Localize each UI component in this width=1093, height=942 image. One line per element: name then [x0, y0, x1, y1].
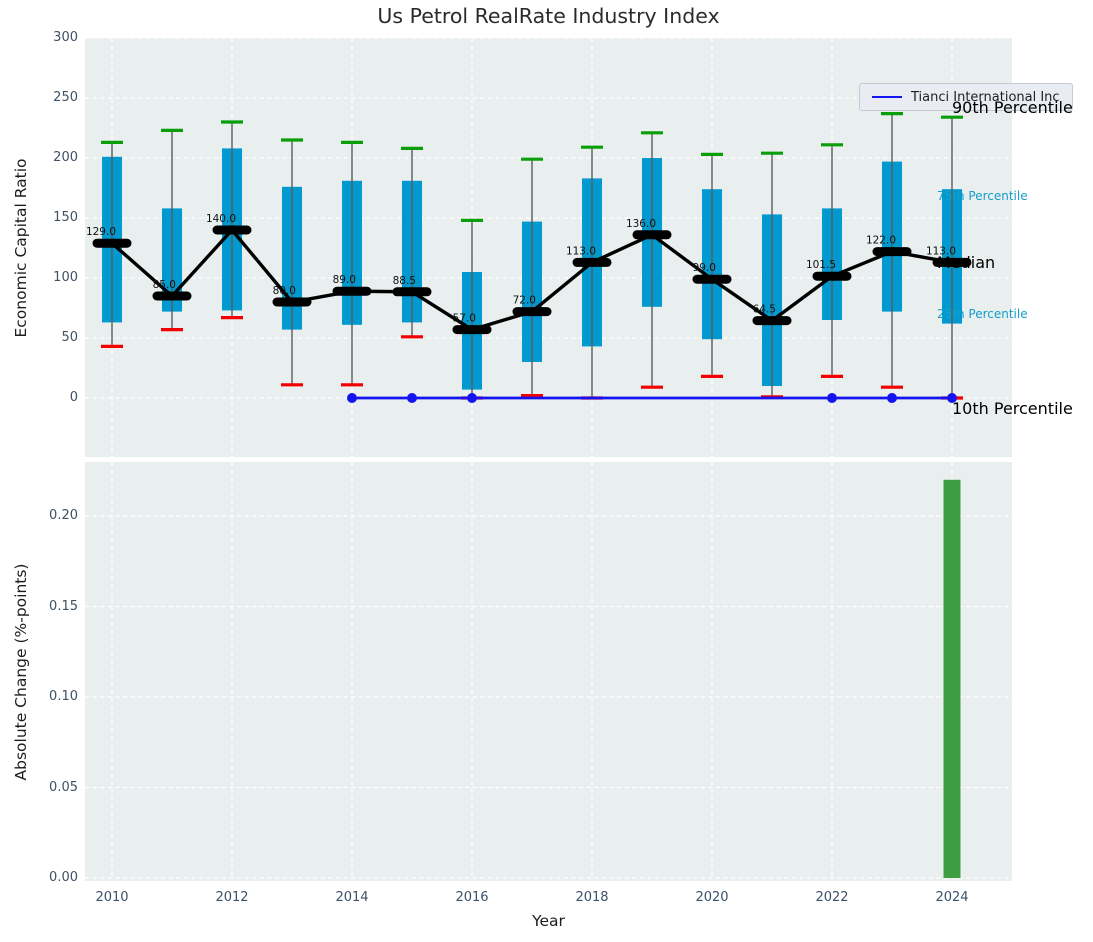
bottom-panel-svg	[85, 462, 1012, 881]
median-value-label: 129.0	[86, 226, 116, 238]
median-value-label: 64.5	[753, 304, 776, 316]
bottom-y-tick-label: 0.00	[49, 870, 78, 885]
top-y-tick-label: 250	[53, 90, 78, 105]
x-tick-label: 2018	[575, 890, 609, 905]
company-line-marker	[407, 393, 417, 403]
candle-2022	[821, 143, 843, 378]
median-value-label: 85.0	[153, 279, 176, 291]
top-y-tick-label: 150	[53, 210, 78, 225]
median-value-label: 113.0	[926, 245, 956, 257]
annotation-75th-percentile: 75th Percentile	[937, 189, 1028, 204]
top-y-tick-label: 200	[53, 150, 78, 165]
x-tick-label: 2016	[455, 890, 489, 905]
top-y-axis-label: Economic Capital Ratio	[12, 158, 30, 338]
top-panel-svg: 129.0 85.0 140.0 80.0 89.0 88.5 57.0 72.0 113.0 1…	[85, 37, 1012, 457]
x-tick-label: 2014	[335, 890, 369, 905]
legend-label: Tianci International Inc	[911, 89, 1060, 105]
median-value-label: 99.0	[693, 262, 716, 274]
bottom-y-axis-label: Absolute Change (%-points)	[12, 563, 30, 781]
median-value-label: 57.0	[453, 313, 476, 325]
bottom-y-tick-label: 0.20	[49, 508, 78, 523]
bottom-y-tick-label: 0.10	[49, 689, 78, 704]
x-tick-label: 2022	[815, 890, 849, 905]
bottom-y-tick-label: 0.15	[49, 598, 78, 614]
legend: Tianci International Inc	[859, 83, 1073, 111]
top-y-tick-label: 100	[53, 270, 78, 285]
chart-title: Us Petrol RealRate Industry Index	[377, 4, 720, 28]
annotation-median: Median	[937, 253, 996, 273]
x-axis-label: Year	[532, 912, 565, 930]
company-line-marker	[467, 393, 477, 403]
median-value-label: 101.5	[806, 259, 836, 271]
x-tick-label: 2012	[215, 890, 249, 905]
top-panel: 129.0 85.0 140.0 80.0 89.0 88.5 57.0 72.0 113.0 1…	[85, 37, 1073, 457]
company-line-marker	[887, 393, 897, 403]
median-value-label: 72.0	[513, 295, 536, 307]
company-line-marker	[947, 393, 957, 403]
x-tick-label: 2020	[695, 890, 729, 905]
annotation-90th-percentile: 90th Percentile	[952, 98, 1073, 118]
x-tick-label: 2024	[935, 890, 969, 905]
company-line-marker	[347, 393, 357, 403]
x-tick-label: 2010	[95, 890, 129, 905]
candle-2020	[701, 152, 723, 378]
median-value-label: 88.5	[393, 275, 416, 287]
median-value-label: 122.0	[866, 235, 896, 247]
median-value-label: 113.0	[566, 245, 596, 257]
median-value-label: 136.0	[626, 218, 656, 230]
company-line-marker	[827, 393, 837, 403]
median-value-label: 80.0	[273, 285, 296, 297]
bottom-panel	[85, 462, 1012, 881]
top-y-tick-label: 50	[61, 330, 78, 345]
median-value-label: 89.0	[333, 274, 356, 286]
bottom-y-tick-label: 0.05	[49, 779, 78, 795]
bottom-plot-background	[85, 462, 1012, 881]
top-y-tick-label: 0	[69, 390, 78, 405]
legend-line-sample	[872, 96, 902, 98]
candle-2017	[521, 157, 543, 398]
median-value-label: 140.0	[206, 213, 236, 225]
annotation-10th-percentile: 10th Percentile	[952, 399, 1073, 418]
annotation-25th-percentile: 25th Percentile	[937, 306, 1028, 321]
top-y-tick-label: 300	[53, 30, 78, 45]
change-bar-2024	[943, 479, 961, 878]
candle-2015	[401, 146, 423, 339]
